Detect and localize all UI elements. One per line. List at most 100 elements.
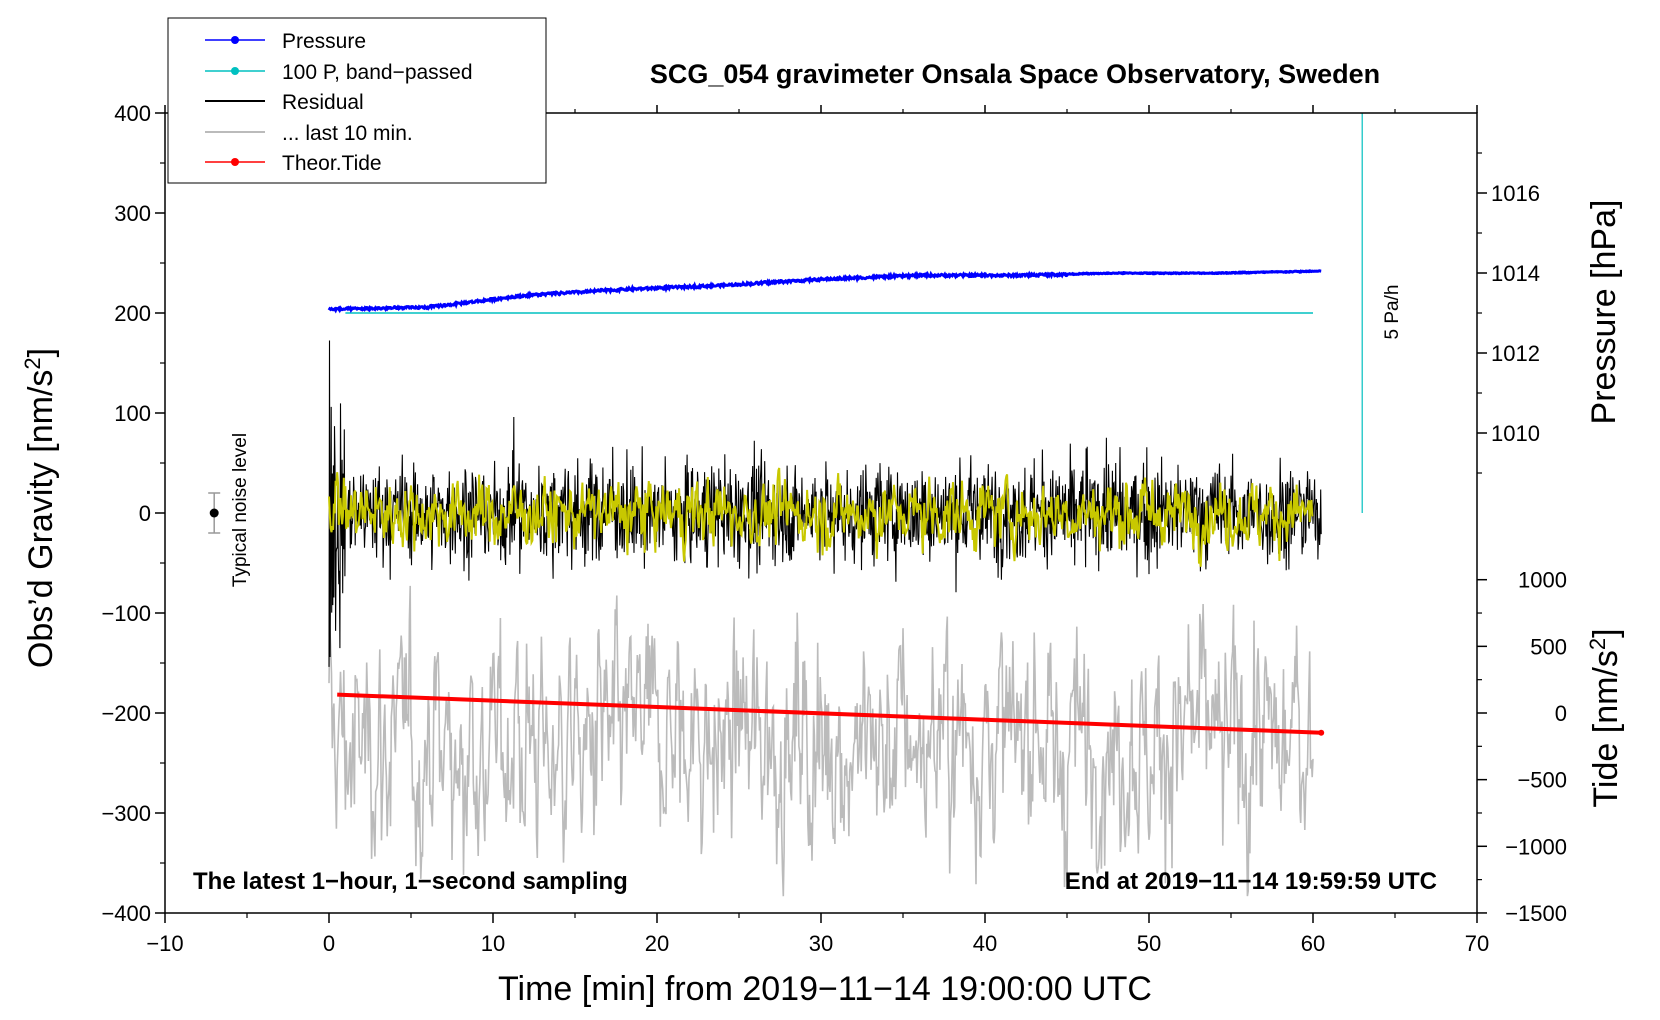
- legend-marker-pressure: [231, 36, 239, 44]
- x-tick-label: 10: [481, 931, 505, 956]
- pressure-point: [904, 273, 909, 278]
- pressure-point: [952, 273, 956, 277]
- pressure-point: [779, 279, 784, 283]
- x-tick-label: 30: [809, 931, 833, 956]
- x-tick-label: 70: [1465, 931, 1489, 956]
- legend: Pressure 100 P, band−passed Residual ...…: [167, 17, 547, 184]
- pressure-point: [748, 283, 753, 287]
- pressure-point: [836, 277, 840, 282]
- pressure-point: [1148, 271, 1152, 276]
- pressure-point: [970, 272, 974, 277]
- pressure-point: [505, 295, 509, 300]
- pressure-point: [919, 272, 923, 277]
- pressure-point: [542, 292, 546, 296]
- legend-entry-last10: ... last 10 min.: [205, 122, 413, 145]
- y-axis-title-end: ]: [22, 348, 60, 357]
- pressure-point: [965, 273, 969, 277]
- sampling-annotation: The latest 1−hour, 1−second sampling: [193, 868, 628, 895]
- tide-axis-title: Tide [nm/s2]: [1585, 628, 1626, 807]
- y-tick-label: −300: [101, 801, 151, 826]
- pressure-point: [554, 290, 558, 295]
- pressure-point: [1253, 270, 1258, 275]
- pressure-point: [1084, 271, 1089, 276]
- y-tick-label: 0: [139, 501, 151, 526]
- pressure-point: [1184, 271, 1188, 275]
- tide-axis-title-end: ]: [1587, 628, 1625, 637]
- pressure-point: [1071, 272, 1076, 277]
- pressure-point: [763, 280, 767, 284]
- pressure-scale-label: 5 Pa/h: [1382, 285, 1403, 340]
- series-layer: [208, 113, 1363, 897]
- pressure-point: [847, 275, 852, 279]
- tide-end-point: [1318, 729, 1325, 736]
- y-tick-label: −400: [101, 901, 151, 926]
- pressure-point: [973, 272, 977, 277]
- legend-marker-tide: [231, 158, 239, 166]
- chart-title: SCG_054 gravimeter Onsala Space Observat…: [650, 59, 1380, 89]
- pressure-point: [697, 285, 701, 290]
- pressure-point: [515, 294, 519, 299]
- pressure-point: [896, 273, 900, 278]
- pressure-point: [985, 274, 990, 278]
- legend-label-last10: ... last 10 min.: [282, 122, 413, 145]
- pressure-point: [396, 306, 401, 311]
- x-tick-label: −10: [146, 931, 183, 956]
- pressure-point: [1057, 273, 1061, 278]
- pressure-point: [929, 274, 934, 278]
- x-tick-label: 50: [1137, 931, 1161, 956]
- pressure-point: [795, 278, 799, 283]
- pressure-point: [657, 285, 662, 290]
- pressure-point: [1304, 269, 1309, 274]
- pressure-point: [1230, 271, 1234, 275]
- pressure-point: [497, 296, 502, 301]
- pressure-point: [648, 286, 653, 291]
- pressure-point: [1248, 270, 1253, 275]
- pressure-tick-label: 1014: [1491, 261, 1540, 286]
- legend-label-bandpassed: 100 P, band−passed: [282, 61, 473, 84]
- pressure-point: [1162, 271, 1166, 276]
- pressure-point: [991, 273, 995, 278]
- pressure-point: [1224, 271, 1228, 275]
- pressure-tick-label: 1012: [1491, 341, 1540, 366]
- pressure-point: [568, 291, 572, 295]
- pressure-point: [1050, 271, 1054, 276]
- pressure-point: [528, 292, 532, 296]
- legend-label-pressure: Pressure: [282, 30, 366, 53]
- pressure-point: [758, 281, 763, 285]
- pressure-point: [425, 305, 430, 310]
- pressure-point: [547, 291, 551, 296]
- x-tick-label: 60: [1301, 931, 1325, 956]
- series-residual-lowpass: [328, 467, 1314, 567]
- pressure-tick-label: 1010: [1491, 421, 1540, 446]
- pressure-point: [337, 308, 342, 312]
- y-tick-label: 100: [114, 401, 151, 426]
- pressure-point: [787, 278, 791, 283]
- x-tick-label: 40: [973, 931, 997, 956]
- legend-entry-bandpassed: 100 P, band−passed: [205, 61, 473, 84]
- pressure-point: [1152, 271, 1157, 276]
- pressure-point: [377, 306, 381, 310]
- tide-tick-label: 1000: [1518, 568, 1567, 593]
- legend-entry-residual: Residual: [205, 91, 364, 114]
- pressure-point: [557, 292, 562, 297]
- pressure-point: [700, 283, 704, 288]
- series-last-10-min: [328, 585, 1314, 897]
- pressure-point: [900, 275, 904, 279]
- pressure-point: [1038, 272, 1042, 276]
- pressure-point: [1219, 271, 1223, 275]
- pressure-point: [510, 294, 514, 299]
- y-axis-title: Obs’d Gravity [nm/s2]: [20, 348, 61, 668]
- pressure-point: [679, 285, 683, 289]
- legend-entry-tide: Theor.Tide: [205, 152, 382, 175]
- y-axis-title-main: Obs’d Gravity [nm/s: [22, 370, 60, 669]
- pressure-point: [1046, 272, 1050, 277]
- pressure-point: [480, 299, 485, 304]
- tide-axis-title-main: Tide [nm/s: [1587, 650, 1625, 807]
- legend-entry-pressure: Pressure: [205, 30, 366, 53]
- noise-level-label: Typical noise level: [230, 433, 251, 587]
- pressure-point: [710, 284, 714, 289]
- noise-point: [209, 508, 219, 518]
- tide-tick-label: 500: [1530, 634, 1567, 659]
- end-time-annotation: End at 2019−11−14 19:59:59 UTC: [1065, 868, 1437, 895]
